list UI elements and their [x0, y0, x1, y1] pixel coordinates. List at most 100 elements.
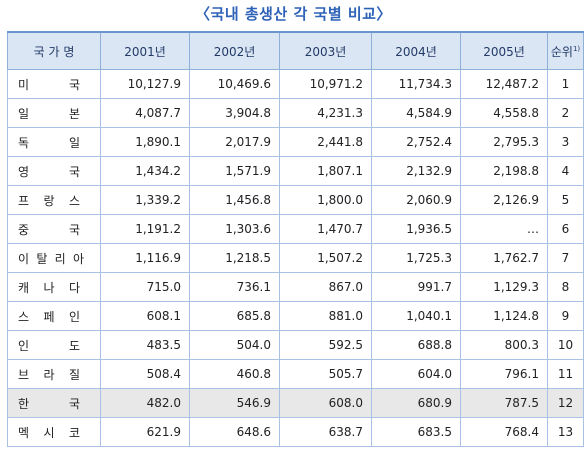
table-row: 일 본 4,087.7 3,904.8 4,231.3 4,584.9 4,558.8 2 [7, 98, 584, 128]
value-cell: 2,017.9 [189, 127, 280, 157]
country-char: 캐 [18, 280, 30, 295]
value-cell: 4,231.3 [279, 98, 372, 128]
country-char: 아 [72, 251, 84, 266]
value-cell: 483.5 [100, 330, 190, 360]
value-cell: 1,470.7 [279, 214, 372, 244]
value-cell: 1,040.1 [371, 301, 461, 331]
value-cell: 1,807.1 [279, 156, 372, 186]
country-char: 질 [68, 367, 80, 382]
table-row: 브 라 질 508.4 460.8 505.7 604.0 796.1 11 [7, 359, 584, 389]
table-row: 독 일 1,890.1 2,017.9 2,441.8 2,752.4 2,795.3 3 [7, 127, 584, 157]
value-cell: 508.4 [100, 359, 190, 389]
table-row: 영 국 1,434.2 1,571.9 1,807.1 2,132.9 2,198.8 4 [7, 156, 584, 186]
value-cell: 1,303.6 [189, 214, 280, 244]
country-char: 리 [54, 251, 66, 266]
value-cell: 1,456.8 [189, 185, 280, 215]
value-cell: 688.8 [371, 330, 461, 360]
value-cell: 4,584.9 [371, 98, 461, 128]
value-cell: 546.9 [189, 388, 280, 418]
country-char: 멕 [18, 425, 30, 440]
country-char: 다 [68, 280, 80, 295]
country-char: 랑 [43, 193, 55, 208]
table-row: 한 국 482.0 546.9 608.0 680.9 787.5 12 [7, 388, 584, 418]
country-char: 독 [18, 135, 30, 150]
value-cell: 1,129.3 [460, 272, 548, 302]
country-char: 나 [43, 280, 55, 295]
value-cell: 608.1 [100, 301, 190, 331]
table-row: 중 국 1,191.2 1,303.6 1,470.7 1,936.5… 6 [7, 214, 584, 244]
value-cell: 800.3 [460, 330, 548, 360]
rank-cell: 7 [547, 243, 584, 273]
rank-cell: 5 [547, 185, 584, 215]
value-cell: 1,890.1 [100, 127, 190, 157]
value-cell: 715.0 [100, 272, 190, 302]
table-row: 캐 나 다 715.0 736.1 867.0 991.7 1,129.3 8 [7, 272, 584, 302]
rank-cell: 10 [547, 330, 584, 360]
rank-cell: 4 [547, 156, 584, 186]
country-char: 미 [18, 77, 30, 92]
value-cell: 1,800.0 [279, 185, 372, 215]
country-char: 시 [43, 425, 55, 440]
value-cell: 2,126.9 [460, 185, 548, 215]
country-char: 국 [68, 164, 80, 179]
table-row: 이 탈 리 아 1,116.9 1,218.5 1,507.2 1,725.3 1,762.7 7 [7, 243, 584, 273]
value-cell: 881.0 [279, 301, 372, 331]
value-cell: 1,339.2 [100, 185, 190, 215]
header-2001: 2001년 [100, 31, 190, 70]
country-char: 도 [68, 338, 80, 353]
country-char: 인 [18, 338, 30, 353]
value-cell: 1,124.8 [460, 301, 548, 331]
header-2002: 2002년 [189, 31, 280, 70]
country-char: 국 [68, 222, 80, 237]
header-row: 국 가 명 2001년 2002년 2003년 2004년 2005년 순위1) [7, 31, 584, 70]
value-cell: 504.0 [189, 330, 280, 360]
value-cell: 2,132.9 [371, 156, 461, 186]
value-cell: 460.8 [189, 359, 280, 389]
country-char: 이 [18, 251, 30, 266]
value-cell: 10,127.9 [100, 69, 190, 99]
country-char: 라 [43, 367, 55, 382]
value-cell: 787.5 [460, 388, 548, 418]
header-country: 국 가 명 [7, 31, 101, 70]
country-char: 영 [18, 164, 30, 179]
rank-cell: 1 [547, 69, 584, 99]
value-cell: 2,060.9 [371, 185, 461, 215]
country-char: 브 [18, 367, 30, 382]
value-cell: 10,971.2 [279, 69, 372, 99]
value-cell: 3,904.8 [189, 98, 280, 128]
value-cell: 736.1 [189, 272, 280, 302]
value-cell: 608.0 [279, 388, 372, 418]
value-cell: 2,198.8 [460, 156, 548, 186]
value-cell: 1,218.5 [189, 243, 280, 273]
table-row: 인 도 483.5 504.0 592.5 688.8 800.3 10 [7, 330, 584, 360]
value-cell: 638.7 [279, 417, 372, 447]
value-cell: 592.5 [279, 330, 372, 360]
rank-cell: 8 [547, 272, 584, 302]
gdp-comparison-table: 국 가 명 2001년 2002년 2003년 2004년 2005년 순위1)… [7, 31, 584, 447]
value-cell: 1,762.7 [460, 243, 548, 273]
value-cell: 1,191.2 [100, 214, 190, 244]
value-cell: 685.8 [189, 301, 280, 331]
country-char: 한 [18, 396, 30, 411]
value-cell: 991.7 [371, 272, 461, 302]
country-char: 일 [68, 135, 80, 150]
value-cell: 1,725.3 [371, 243, 461, 273]
value-cell: 1,571.9 [189, 156, 280, 186]
value-cell: 1,936.5 [371, 214, 461, 244]
value-cell: 505.7 [279, 359, 372, 389]
value-cell: 1,434.2 [100, 156, 190, 186]
country-char: 프 [18, 193, 30, 208]
header-2005: 2005년 [460, 31, 548, 70]
value-cell: 648.6 [189, 417, 280, 447]
value-cell: 768.4 [460, 417, 548, 447]
value-cell: 796.1 [460, 359, 548, 389]
country-char: 본 [68, 106, 80, 121]
value-cell: 12,487.2 [460, 69, 548, 99]
